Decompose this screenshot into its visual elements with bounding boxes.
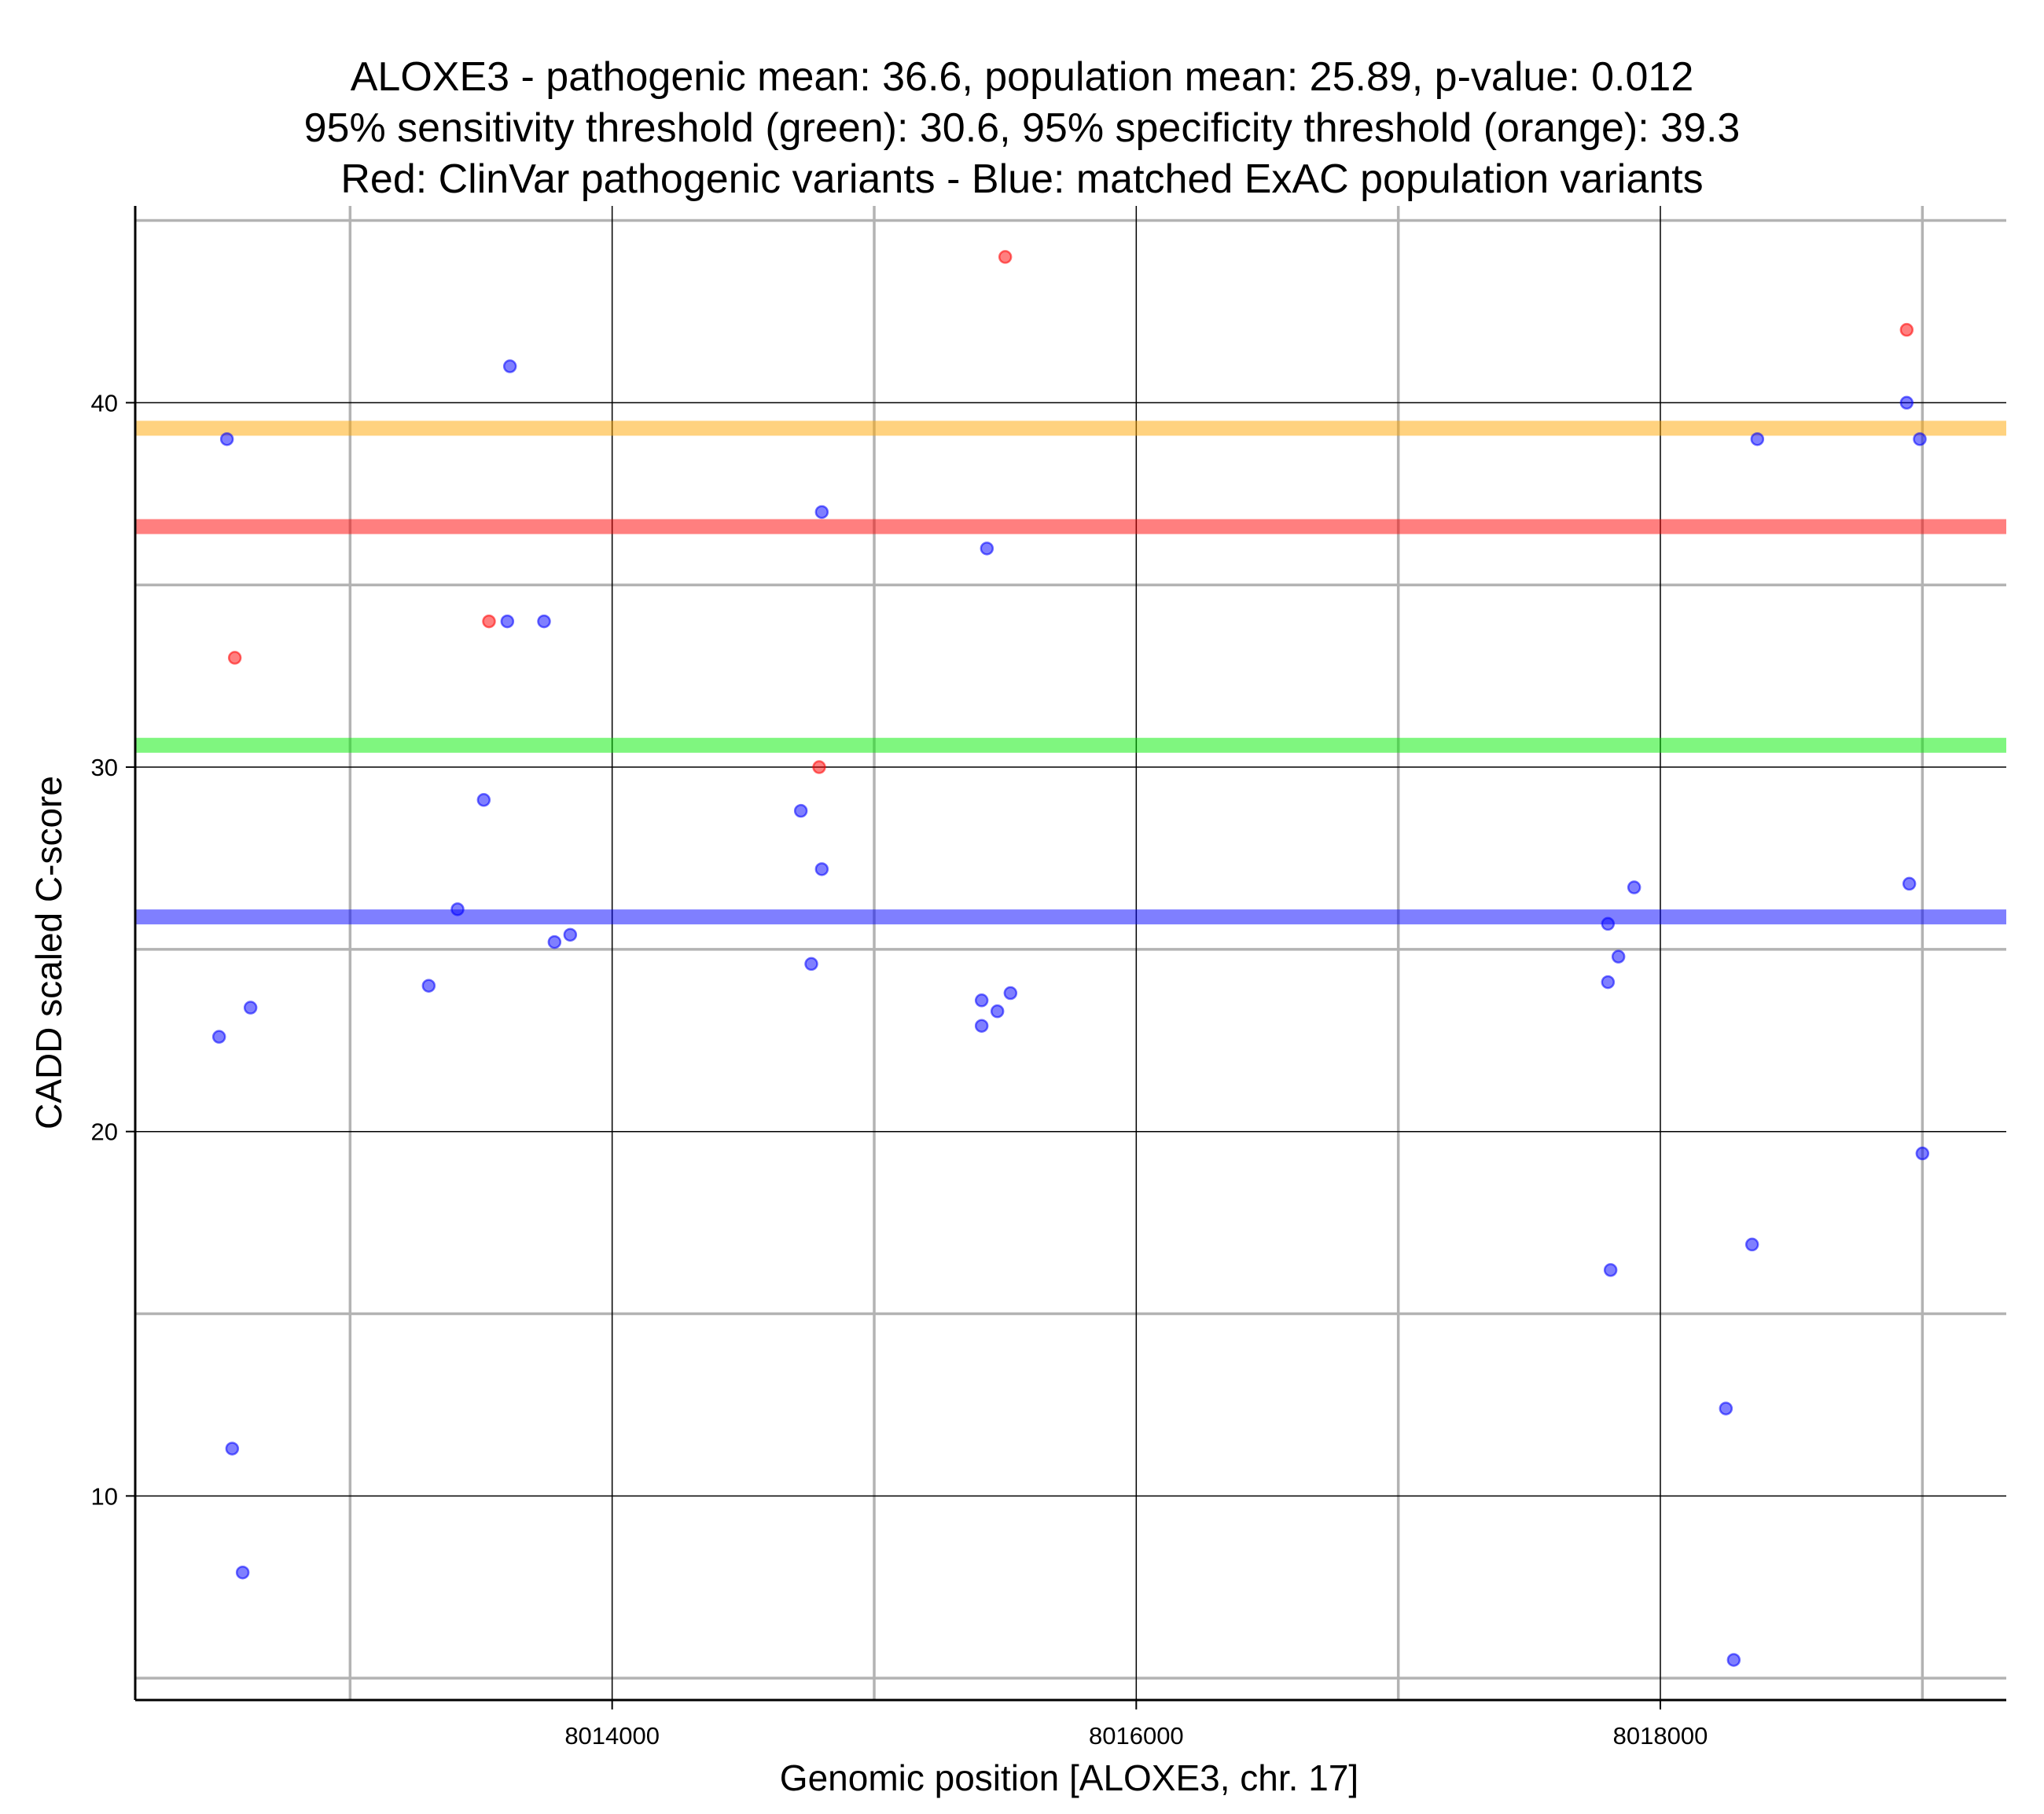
chart-title-line-1: ALOXE3 - pathogenic mean: 36.6, populati…	[351, 54, 1694, 100]
population-point	[1603, 1263, 1618, 1277]
x-tick-label: 8018000	[1613, 1722, 1708, 1750]
population-point	[974, 993, 989, 1008]
population-point	[990, 1004, 1005, 1019]
y-tick-label: 30	[91, 754, 118, 781]
pathogenic-point	[812, 760, 826, 774]
population-point	[219, 431, 234, 446]
y-axis-title: CADD scaled C-score	[28, 776, 69, 1129]
axes	[126, 206, 2006, 1709]
pathogenic-point	[1899, 322, 1914, 337]
pathogenic-point	[227, 651, 242, 665]
population-point	[537, 614, 551, 629]
population-point	[804, 957, 818, 971]
y-tick-label: 20	[91, 1118, 118, 1146]
population-point	[211, 1030, 226, 1044]
population-point	[1627, 880, 1641, 894]
population-point	[235, 1565, 250, 1580]
population-point	[974, 1019, 989, 1033]
grid-lines	[135, 206, 2006, 1700]
population-point	[243, 1001, 258, 1015]
population-point	[1750, 431, 1765, 446]
x-tick-label: 8016000	[1089, 1722, 1184, 1750]
population-point	[1003, 986, 1018, 1001]
population-point	[1601, 975, 1616, 990]
population-point	[502, 359, 517, 373]
population-point	[1902, 876, 1917, 891]
population-point	[1601, 916, 1616, 931]
tick-labels: 8014000 8016000 8018000 10 20 30 40	[91, 389, 1708, 1750]
population-point	[563, 927, 578, 942]
x-tick-label: 8014000	[564, 1722, 660, 1750]
chart-title-line-3: Red: ClinVar pathogenic variants - Blue:…	[340, 156, 1703, 202]
pathogenic-point	[998, 250, 1013, 264]
population-point	[476, 793, 491, 807]
population-point	[793, 803, 808, 818]
population-point	[1611, 949, 1626, 964]
population-point	[1744, 1237, 1759, 1252]
population-point	[225, 1441, 240, 1456]
population-point	[1899, 395, 1914, 410]
reference-lines	[135, 420, 2006, 925]
population-point	[500, 614, 515, 629]
population-point	[814, 505, 829, 520]
population-point	[450, 902, 465, 916]
population-point	[1726, 1653, 1741, 1667]
data-points	[211, 250, 1930, 1667]
population-point	[547, 935, 562, 949]
chart-title-line-2: 95% sensitivity threshold (green): 30.6,…	[304, 105, 1741, 151]
population-point	[1913, 431, 1927, 446]
population-point	[814, 862, 829, 876]
population-point	[980, 542, 994, 556]
y-tick-label: 40	[91, 389, 118, 417]
x-axis-title: Genomic position [ALOXE3, chr. 17]	[780, 1757, 1358, 1798]
y-tick-label: 10	[91, 1482, 118, 1510]
population-point	[1915, 1146, 1930, 1161]
population-point	[421, 979, 436, 993]
pathogenic-point	[482, 614, 496, 629]
population-point	[1719, 1401, 1733, 1416]
